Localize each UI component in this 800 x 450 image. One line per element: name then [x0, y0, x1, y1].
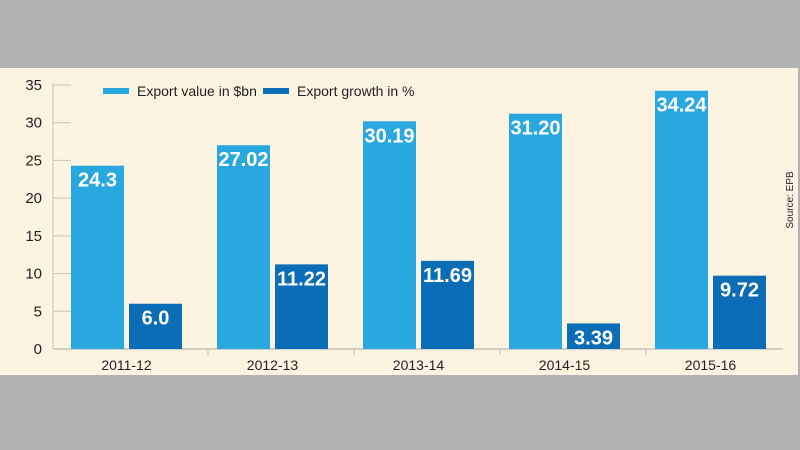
- data-label: 30.19: [364, 125, 414, 147]
- x-tick-label: 2015-16: [685, 357, 737, 373]
- legend-label: Export growth in %: [297, 83, 415, 99]
- bar-export-growth: [421, 260, 474, 349]
- data-label: 31.20: [510, 118, 560, 140]
- y-tick-label: 30: [25, 115, 42, 132]
- bar-export-growth: [567, 323, 620, 349]
- data-label: 9.72: [720, 280, 759, 302]
- legend-swatch-export-growth: [263, 88, 289, 94]
- bar-export-value: [363, 121, 416, 349]
- y-tick-label: 10: [25, 266, 42, 283]
- y-tick-label: 0: [34, 341, 42, 358]
- x-tick-label: 2013-14: [393, 357, 445, 373]
- x-tick-label: 2011-12: [101, 357, 152, 373]
- bar-export-value: [71, 165, 124, 349]
- legend-swatch-export-value: [103, 88, 129, 94]
- bar-export-value: [217, 145, 270, 349]
- data-label: 34.24: [656, 95, 707, 117]
- bar-export-value: [655, 90, 708, 349]
- x-tick-label: 2014-15: [539, 357, 591, 373]
- legend-label: Export value in $bn: [137, 83, 257, 99]
- y-tick-label: 35: [25, 77, 42, 94]
- x-tick-label: 2012-13: [247, 357, 299, 373]
- data-label: 3.39: [574, 327, 613, 349]
- y-tick-label: 20: [25, 190, 42, 207]
- y-tick-label: 15: [25, 228, 42, 245]
- source-note: Source: EPB: [785, 171, 796, 229]
- bar-export-growth: [713, 275, 766, 349]
- data-label: 11.69: [423, 265, 472, 287]
- bar-export-growth: [129, 303, 182, 349]
- bar-export-value: [509, 113, 562, 349]
- data-label: 24.3: [78, 170, 117, 192]
- data-label: 11.22: [277, 268, 326, 290]
- data-label: 27.02: [218, 149, 268, 171]
- data-label: 6.0: [142, 308, 170, 330]
- y-tick-label: 25: [25, 152, 42, 169]
- bar-export-growth: [275, 264, 328, 349]
- y-tick-label: 5: [34, 303, 42, 320]
